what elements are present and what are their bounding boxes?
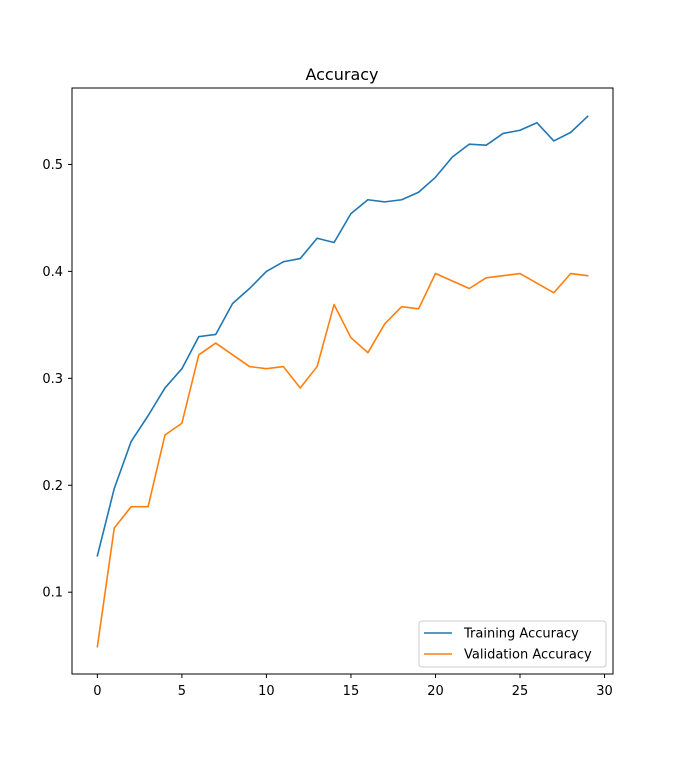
legend: Training Accuracy Validation Accuracy bbox=[418, 620, 607, 668]
plot-area-frame bbox=[71, 87, 614, 675]
x-tick-label: 25 bbox=[512, 684, 529, 699]
validation-accuracy-point bbox=[265, 368, 268, 370]
validation-accuracy-point bbox=[316, 365, 318, 368]
training-accuracy-point bbox=[519, 129, 521, 131]
legend-label-validation-accuracy: Validation Accuracy bbox=[464, 648, 592, 663]
x-tick-label: 15 bbox=[343, 684, 360, 699]
training-accuracy-point bbox=[248, 287, 251, 290]
training-accuracy-point bbox=[265, 270, 268, 272]
validation-accuracy-point bbox=[113, 527, 115, 529]
validation-accuracy-point bbox=[570, 272, 572, 275]
validation-accuracy-point bbox=[198, 354, 200, 356]
training-accuracy-point bbox=[232, 302, 234, 305]
validation-accuracy-point bbox=[502, 275, 504, 277]
validation-accuracy-point bbox=[232, 354, 234, 356]
training-accuracy-point bbox=[316, 237, 318, 239]
training-accuracy-point bbox=[333, 241, 335, 244]
training-accuracy-point bbox=[434, 176, 437, 178]
training-accuracy-point bbox=[198, 336, 200, 338]
validation-accuracy-point bbox=[434, 272, 437, 275]
validation-accuracy-point bbox=[587, 275, 589, 277]
x-axis: 0 5 10 15 20 25 30 bbox=[93, 674, 613, 699]
validation-accuracy-point bbox=[282, 365, 284, 368]
validation-accuracy-point bbox=[181, 422, 183, 424]
training-accuracy-point bbox=[536, 122, 538, 124]
training-accuracy-point bbox=[299, 257, 301, 260]
training-accuracy-point bbox=[468, 143, 470, 145]
training-accuracy-point bbox=[282, 261, 284, 263]
training-accuracy-point bbox=[553, 140, 555, 142]
validation-accuracy-point bbox=[536, 282, 538, 284]
training-accuracy-point bbox=[367, 199, 369, 201]
validation-accuracy-point bbox=[96, 646, 98, 648]
training-accuracy-point bbox=[147, 415, 149, 417]
training-accuracy-point bbox=[181, 368, 183, 370]
validation-accuracy-point bbox=[367, 352, 369, 354]
x-tick-label: 0 bbox=[93, 684, 101, 699]
training-accuracy-point bbox=[215, 333, 217, 336]
validation-accuracy-point bbox=[451, 280, 453, 282]
y-tick-label: 0.5 bbox=[42, 158, 63, 173]
validation-accuracy-point bbox=[147, 506, 149, 508]
legend-box bbox=[418, 620, 607, 668]
validation-accuracy-point bbox=[384, 323, 386, 325]
validation-accuracy-point bbox=[553, 292, 555, 294]
validation-accuracy-point bbox=[164, 434, 166, 436]
y-tick-label: 0.4 bbox=[42, 265, 63, 280]
training-accuracy-point bbox=[417, 191, 420, 193]
y-axis: 0.1 0.2 0.3 0.4 0.5 bbox=[42, 158, 72, 601]
validation-accuracy-point bbox=[468, 287, 470, 290]
x-tick-label: 20 bbox=[427, 684, 444, 699]
x-tick-label: 30 bbox=[596, 684, 613, 699]
validation-accuracy-point bbox=[485, 277, 487, 279]
validation-accuracy-point bbox=[215, 342, 217, 344]
training-accuracy-point bbox=[570, 131, 572, 133]
y-tick-label: 0.1 bbox=[42, 586, 63, 601]
chart-title: Accuracy bbox=[305, 65, 378, 84]
validation-accuracy-point bbox=[333, 303, 335, 306]
training-accuracy-point bbox=[451, 156, 453, 158]
training-accuracy-point bbox=[350, 213, 352, 215]
validation-accuracy-point bbox=[401, 306, 403, 308]
y-tick-label: 0.3 bbox=[42, 372, 63, 387]
training-accuracy-point bbox=[485, 144, 487, 146]
x-tick-label: 5 bbox=[178, 684, 186, 699]
x-tick-label: 10 bbox=[258, 684, 275, 699]
validation-accuracy-point bbox=[350, 337, 352, 339]
training-accuracy-point bbox=[587, 115, 589, 117]
training-accuracy-point bbox=[401, 199, 403, 201]
training-accuracy-point bbox=[384, 201, 386, 203]
series-lines bbox=[96, 115, 589, 648]
validation-accuracy-line bbox=[96, 272, 589, 648]
training-accuracy-point bbox=[130, 440, 132, 443]
training-accuracy-line bbox=[96, 115, 589, 557]
legend-label-training-accuracy: Training Accuracy bbox=[463, 627, 579, 642]
training-accuracy-point bbox=[502, 132, 504, 135]
validation-accuracy-point bbox=[248, 365, 251, 368]
validation-accuracy-point bbox=[299, 387, 301, 389]
training-accuracy-point bbox=[96, 555, 98, 557]
validation-accuracy-point bbox=[417, 308, 420, 310]
validation-accuracy-point bbox=[519, 272, 521, 275]
training-accuracy-point bbox=[113, 487, 115, 490]
y-tick-label: 0.2 bbox=[42, 479, 63, 494]
training-accuracy-point bbox=[164, 387, 166, 389]
validation-accuracy-point bbox=[130, 506, 132, 508]
